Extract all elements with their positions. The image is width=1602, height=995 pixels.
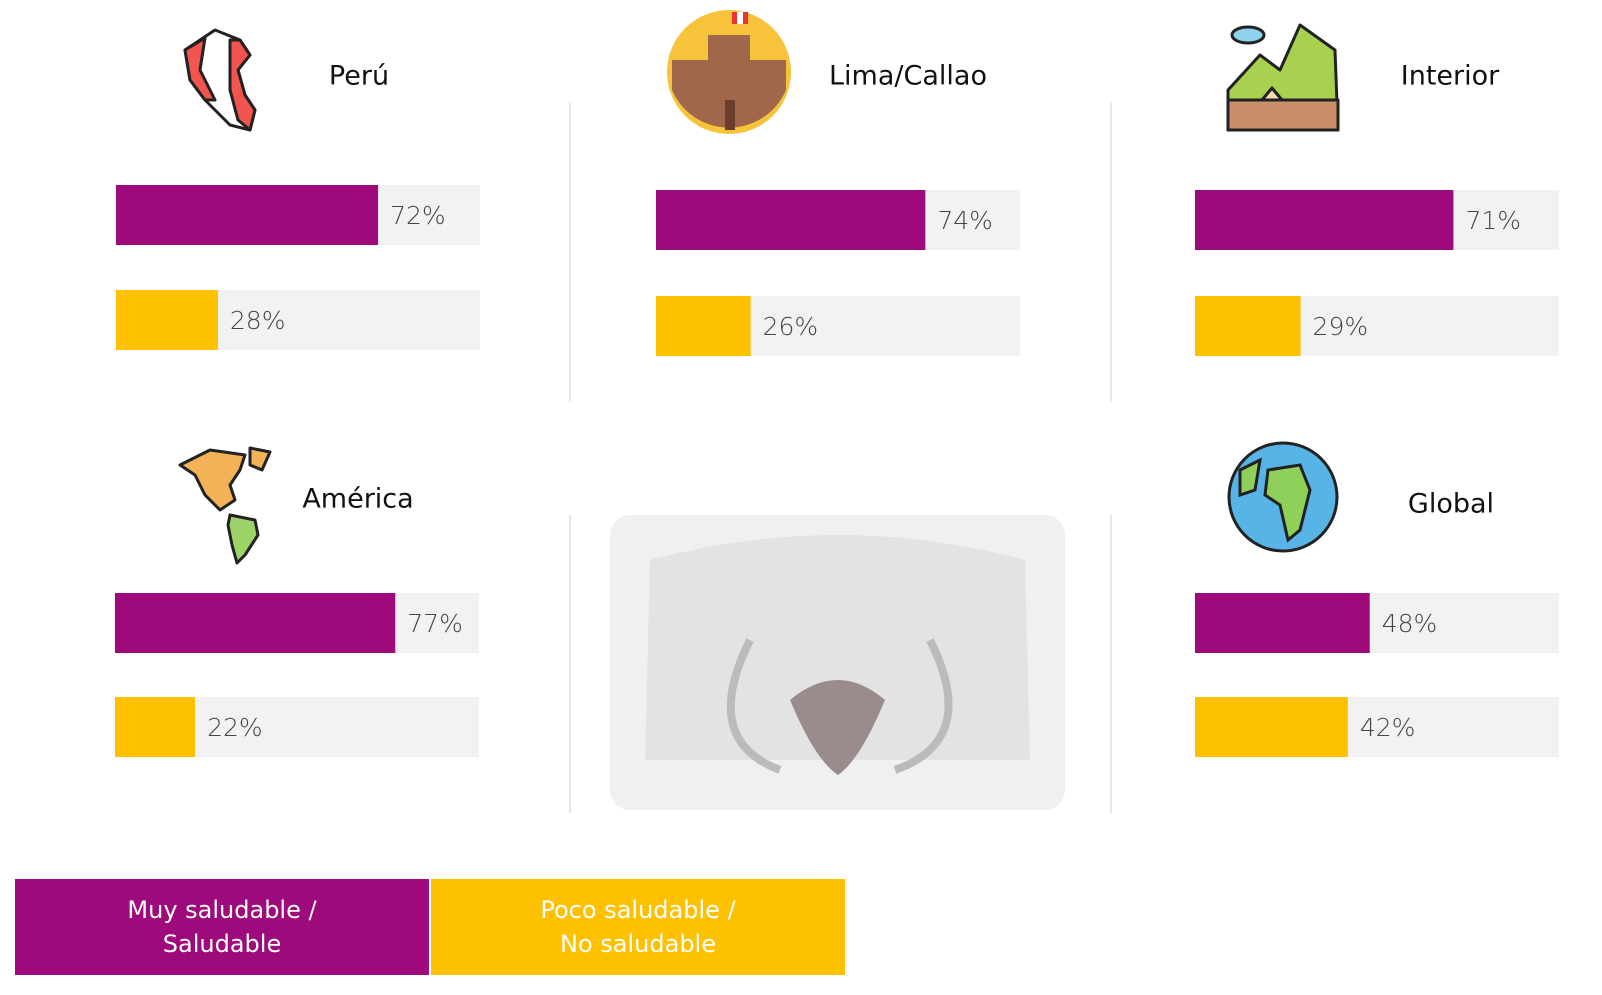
bar [1195,593,1370,653]
value-label: 72% [390,201,446,230]
bar [116,185,379,245]
bar [1195,190,1454,250]
lima-icon [667,10,791,134]
interior-icon [1226,23,1340,132]
globe-icon [1227,441,1339,553]
value-label: 22% [207,713,263,742]
value-label: 48% [1382,609,1438,638]
bar [656,296,751,356]
value-label: 26% [763,312,819,341]
value-label: 29% [1313,312,1369,341]
bar [1195,296,1301,356]
value-label: 71% [1465,206,1521,235]
legend-item: Poco saludable / No saludable [431,879,845,975]
peru-icon [183,28,257,132]
panel-title: América [302,484,413,515]
panel-title: Interior [1401,61,1500,92]
value-label: 28% [230,306,286,335]
value-label: 42% [1360,713,1416,742]
bar [1195,697,1348,757]
bar [656,190,926,250]
panel-title: Lima/Callao [829,61,987,92]
value-label: 74% [937,206,993,235]
panel-title: Global [1408,489,1494,520]
bar [116,290,218,350]
panel-title: Perú [329,61,389,92]
photo [610,515,1065,810]
bar [115,697,196,757]
bar [115,593,396,653]
value-label: 77% [407,609,463,638]
america-icon [178,446,272,565]
legend-item: Muy saludable / Saludable [15,879,429,975]
